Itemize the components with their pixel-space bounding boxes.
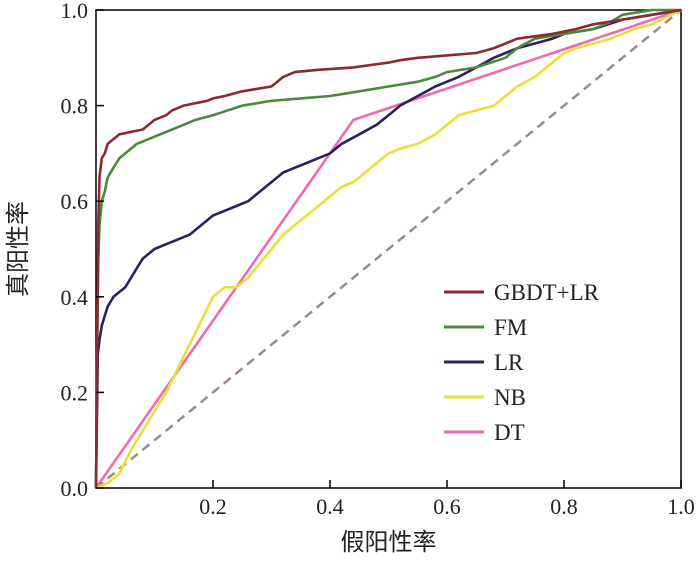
series-line-fm: [94, 8, 681, 489]
y-tick-label: 0.0: [61, 476, 89, 501]
legend-label-dt: DT: [494, 420, 525, 445]
series-layer: [94, 8, 682, 490]
legend-label-fm: FM: [494, 315, 527, 340]
plot-area: [94, 8, 682, 490]
legend-label-lr: LR: [494, 350, 524, 375]
legend: GBDT+LR FM LR NB DT: [444, 280, 600, 445]
reference-line-layer: [95, 9, 682, 489]
series-line-lr: [94, 8, 682, 489]
y-tick-label: 0.8: [61, 94, 89, 119]
x-axis-ticks: 0.2 0.4 0.6 0.8 1.0: [199, 480, 695, 519]
series-line-nb: [95, 8, 682, 490]
y-tick-label: 1.0: [61, 0, 89, 23]
x-tick-label: 1.0: [667, 494, 695, 519]
y-tick-label: 0.4: [61, 285, 89, 310]
y-axis-title: 真阳性率: [4, 201, 32, 297]
y-axis-ticks: 0.0 0.2 0.4 0.6 0.8 1.0: [61, 0, 104, 501]
x-tick-label: 0.4: [316, 494, 344, 519]
legend-label-gbdt-lr: GBDT+LR: [494, 280, 600, 305]
x-tick-label: 0.2: [199, 494, 227, 519]
x-tick-label: 0.6: [433, 494, 461, 519]
series-line-dt: [94, 8, 682, 489]
series-line-gbdt-lr: [94, 8, 682, 489]
y-tick-label: 0.2: [61, 380, 89, 405]
plot-frame: [95, 9, 682, 489]
reference-diagonal-line: [95, 9, 682, 489]
x-tick-label: 0.8: [550, 494, 578, 519]
legend-label-nb: NB: [494, 385, 526, 410]
y-tick-label: 0.6: [61, 189, 89, 214]
x-axis-title: 假阳性率: [341, 528, 437, 556]
